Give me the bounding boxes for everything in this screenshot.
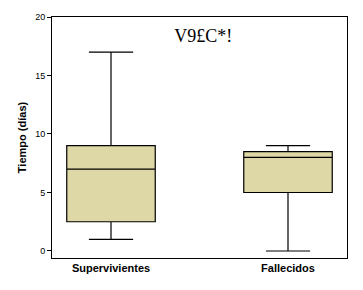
svg-text:0: 0 [40,246,45,256]
svg-text:Fallecidos: Fallecidos [261,262,315,274]
svg-text:20: 20 [35,12,45,22]
svg-text:15: 15 [35,71,45,81]
svg-text:10: 10 [35,129,45,139]
svg-text:V9£C*!: V9£C*! [174,26,232,46]
svg-text:Tiempo (días): Tiempo (días) [16,102,28,174]
svg-text:Supervivientes: Supervivientes [72,262,150,274]
svg-text:5: 5 [40,188,45,198]
